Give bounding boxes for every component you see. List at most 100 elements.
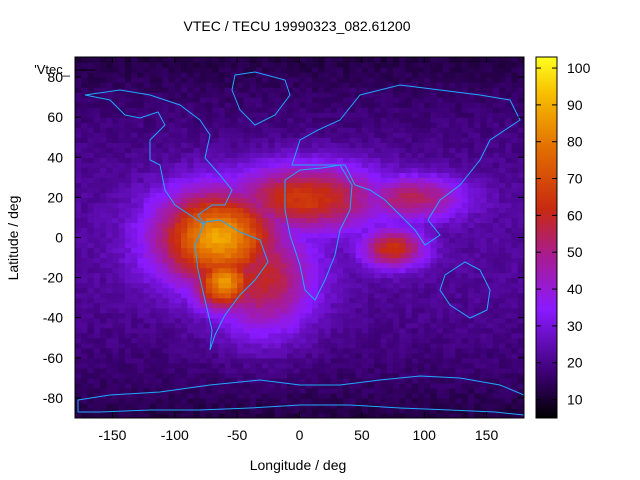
heatmap-cell [131, 87, 138, 93]
heatmap-cell [181, 292, 188, 299]
heatmap-cell [143, 207, 151, 214]
heatmap-cell [467, 187, 475, 193]
heatmap-cell [224, 172, 232, 178]
heatmap-cell [168, 247, 176, 254]
heatmap-cell [499, 112, 506, 118]
heatmap-cell [492, 397, 500, 404]
heatmap-cell [137, 137, 145, 143]
heatmap-cell [156, 132, 163, 138]
heatmap-cell [156, 267, 163, 274]
heatmap-cell [224, 142, 232, 148]
heatmap-cell [255, 102, 263, 108]
heatmap-cell [293, 217, 301, 224]
heatmap-cell [262, 322, 269, 329]
heatmap-cell [118, 412, 126, 418]
heatmap-cell [486, 112, 494, 118]
heatmap-cell [374, 112, 382, 118]
heatmap-cell [174, 167, 182, 173]
heatmap-cell [106, 237, 114, 244]
heatmap-cell [374, 142, 382, 148]
heatmap-cell [99, 202, 107, 209]
heatmap-cell [87, 237, 95, 244]
heatmap-cell [511, 312, 519, 319]
heatmap-cell [149, 282, 157, 289]
heatmap-cell [436, 107, 444, 113]
heatmap-cell [455, 197, 463, 203]
heatmap-cell [324, 247, 332, 254]
heatmap-cell [393, 187, 400, 193]
heatmap-cell [430, 182, 438, 188]
heatmap-cell [93, 82, 101, 88]
heatmap-cell [318, 142, 326, 148]
heatmap-cell [305, 117, 313, 123]
heatmap-cell [505, 217, 513, 224]
heatmap-cell [467, 182, 475, 188]
heatmap-cell [193, 227, 201, 234]
heatmap-cell [174, 142, 182, 148]
heatmap-cell [455, 147, 463, 153]
heatmap-cell [162, 272, 170, 279]
heatmap-cell [499, 117, 506, 123]
heatmap-cell [330, 342, 338, 349]
heatmap-cell [442, 222, 450, 229]
heatmap-cell [455, 362, 463, 369]
heatmap-cell [75, 272, 82, 279]
heatmap-cell [343, 112, 350, 118]
heatmap-cell [424, 382, 432, 389]
heatmap-cell [174, 132, 182, 138]
heatmap-cell [492, 317, 500, 324]
heatmap-cell [193, 287, 201, 294]
heatmap-cell [137, 132, 145, 138]
heatmap-cell [380, 142, 388, 148]
heatmap-cell [449, 237, 457, 244]
heatmap-cell [205, 327, 213, 334]
heatmap-cell [187, 97, 195, 103]
heatmap-cell [118, 402, 126, 409]
heatmap-cell [430, 352, 438, 359]
heatmap-cell [324, 282, 332, 289]
heatmap-cell [449, 367, 457, 374]
heatmap-cell [505, 352, 513, 359]
heatmap-cell [268, 192, 276, 198]
heatmap-cell [411, 352, 419, 359]
heatmap-cell [224, 287, 232, 294]
heatmap-cell [505, 277, 513, 284]
heatmap-cell [224, 212, 232, 219]
heatmap-cell [499, 367, 506, 374]
heatmap-cell [299, 392, 307, 399]
heatmap-cell [149, 157, 157, 163]
heatmap-cell [349, 367, 357, 374]
heatmap-cell [499, 132, 506, 138]
heatmap-cell [162, 157, 170, 163]
heatmap-cell [124, 87, 132, 93]
heatmap-cell [305, 277, 313, 284]
heatmap-cell [343, 397, 350, 404]
heatmap-cell [368, 302, 375, 309]
heatmap-cell [137, 297, 145, 304]
heatmap-cell [436, 372, 444, 379]
heatmap-cell [499, 82, 506, 88]
heatmap-cell [255, 312, 263, 319]
heatmap-cell [424, 122, 432, 128]
heatmap-cell [374, 77, 382, 83]
heatmap-cell [237, 277, 244, 284]
heatmap-cell [324, 152, 332, 158]
heatmap-cell [492, 252, 500, 259]
heatmap-cell [430, 232, 438, 239]
heatmap-cell [224, 192, 232, 198]
heatmap-cell [112, 367, 120, 374]
heatmap-cell [417, 212, 425, 219]
heatmap-cell [467, 212, 475, 219]
heatmap-cell [230, 292, 238, 299]
heatmap-cell [143, 87, 151, 93]
heatmap-cell [393, 182, 400, 188]
heatmap-cell [137, 322, 145, 329]
heatmap-cell [293, 352, 301, 359]
heatmap-cell [499, 147, 506, 153]
heatmap-cell [311, 227, 319, 234]
heatmap-cell [131, 202, 138, 209]
heatmap-cell [361, 122, 369, 128]
heatmap-cell [517, 247, 524, 254]
heatmap-cell [386, 102, 394, 108]
heatmap-cell [87, 307, 95, 314]
